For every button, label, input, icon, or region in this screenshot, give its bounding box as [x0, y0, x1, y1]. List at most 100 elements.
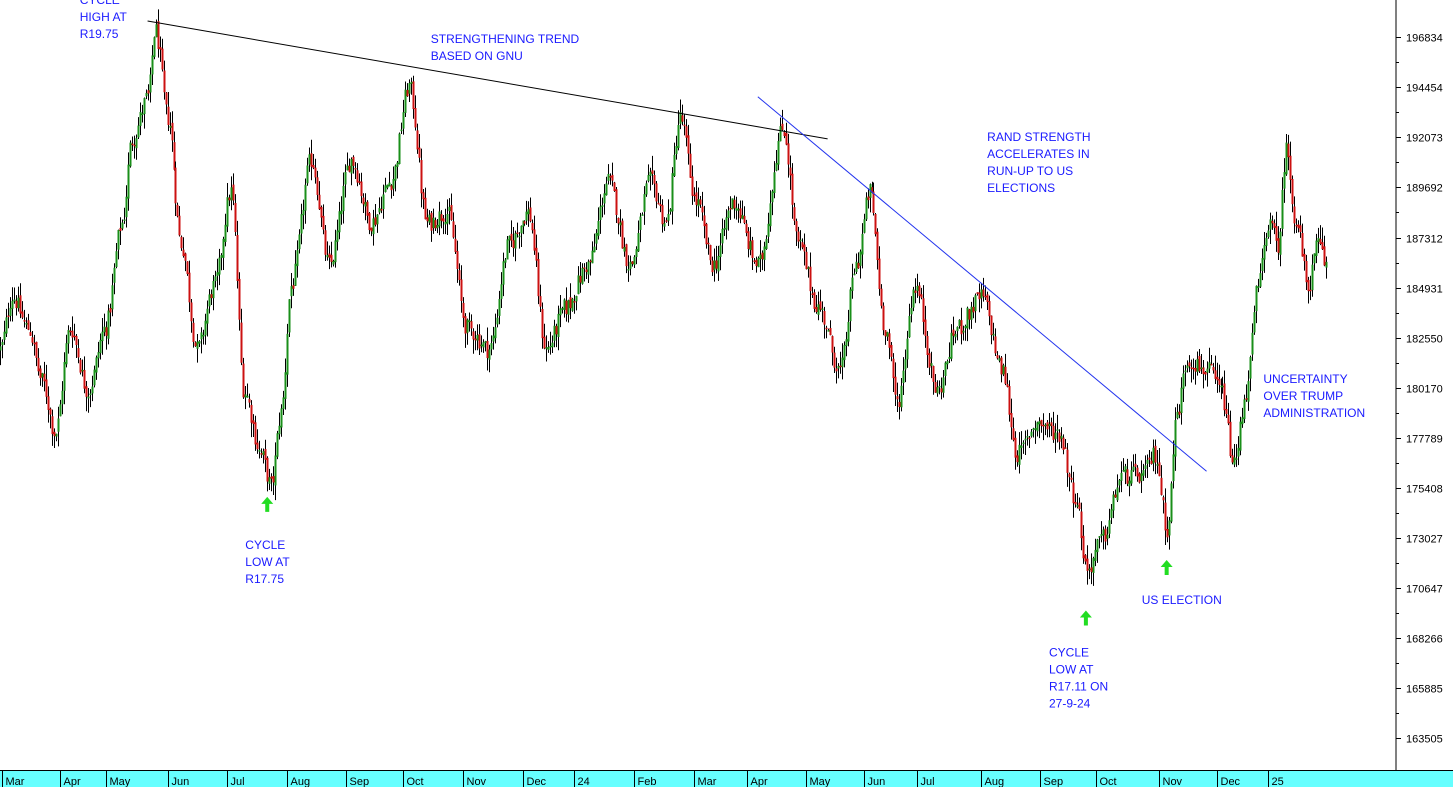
annotation-line: CYCLE — [80, 0, 120, 7]
candle-body — [332, 260, 335, 265]
candle-body — [1112, 494, 1115, 511]
candle-body — [659, 204, 662, 207]
candle-body — [697, 199, 700, 207]
candle-body — [107, 310, 110, 339]
candle-body — [476, 335, 479, 341]
candle-body — [131, 143, 134, 146]
candle-body — [1259, 273, 1262, 287]
candle-body — [757, 257, 760, 268]
candle-body — [769, 203, 772, 227]
candle-body — [577, 275, 580, 295]
candle-body — [980, 289, 983, 299]
candle-body — [430, 212, 433, 231]
candle-body — [561, 308, 564, 310]
candle-body — [1004, 366, 1007, 384]
candle-body — [874, 214, 877, 235]
candle-body — [101, 331, 104, 342]
annotation: CYCLE HIGH AT R19.75 — [80, 0, 128, 41]
candle-body — [773, 172, 776, 193]
candle-body — [218, 257, 221, 275]
candle-body — [139, 111, 142, 126]
candle-body — [360, 181, 363, 197]
candle-body — [39, 368, 42, 379]
candle-body — [555, 326, 558, 335]
candle-body — [1305, 260, 1308, 283]
candle-body — [1030, 431, 1033, 437]
candle-body — [914, 290, 917, 293]
candle-body — [1172, 454, 1175, 482]
candle-body — [33, 342, 36, 345]
candle-body — [1018, 444, 1021, 465]
candle-body — [709, 244, 712, 261]
candle-body — [603, 193, 606, 204]
candle-body — [1152, 447, 1155, 464]
candle-body — [1206, 368, 1209, 373]
candle-body — [232, 184, 235, 201]
candle-body — [454, 238, 457, 252]
candle-body — [829, 327, 832, 336]
candle-body — [1086, 558, 1089, 571]
candle-body — [739, 208, 742, 219]
annotation: CYCLE LOW AT R17.75 — [245, 538, 290, 586]
candle-body — [1241, 417, 1244, 425]
candle-body — [1128, 480, 1131, 487]
annotation-line: CYCLE — [245, 538, 285, 552]
candle-body — [553, 325, 556, 341]
candle-body — [450, 205, 453, 220]
candle-body — [362, 197, 365, 205]
candle-body — [587, 261, 590, 275]
candle-body — [1052, 425, 1055, 440]
candle-body — [1267, 230, 1270, 238]
annotation-line: STRENGTHENING TREND — [431, 32, 580, 46]
candle-body — [1309, 289, 1312, 292]
candle-body — [374, 217, 377, 225]
candle-body — [174, 167, 177, 204]
candle-body — [1022, 442, 1025, 445]
candle-body — [71, 330, 74, 338]
candle-body — [1202, 367, 1205, 375]
candle-body — [123, 219, 126, 221]
annotations-layer: CYCLE HIGH AT R19.75 STRENGTHENING TREND BAS… — [80, 0, 1365, 710]
candle-body — [579, 275, 582, 283]
candle-body — [797, 231, 800, 242]
candle-body — [643, 194, 646, 212]
candle-body — [970, 306, 973, 320]
candle-body — [442, 218, 445, 222]
annotation-line: R17.75 — [245, 572, 284, 586]
candle-body — [95, 357, 98, 373]
candle-body — [841, 357, 844, 368]
candle-body — [1100, 534, 1103, 536]
candle-body — [171, 122, 174, 141]
candle-body — [1251, 332, 1254, 355]
candle-body — [366, 201, 369, 216]
candle-body — [456, 251, 459, 270]
candle-body — [1154, 445, 1157, 463]
candle-body — [535, 247, 538, 261]
candle-body — [1012, 428, 1015, 441]
candle-body — [404, 89, 407, 113]
candle-body — [609, 176, 612, 178]
candle-body — [414, 108, 417, 128]
annotation-line: HIGH AT — [80, 10, 128, 24]
candle-body — [898, 401, 901, 407]
candle-body — [721, 228, 724, 244]
x-tick-label: Jul — [921, 776, 935, 787]
candle-body — [1102, 529, 1105, 536]
candle-body — [190, 302, 193, 322]
candle-body — [531, 222, 534, 231]
candle-body — [817, 304, 820, 315]
candle-body — [1028, 437, 1031, 440]
candle-body — [1068, 473, 1071, 478]
candle-body — [679, 112, 682, 124]
candle-body — [1243, 399, 1246, 420]
candle-body — [976, 292, 979, 294]
candle-body — [1040, 419, 1043, 426]
candle-body — [284, 372, 287, 399]
annotation-line: LOW AT — [1049, 662, 1094, 676]
candle-body — [743, 215, 746, 223]
candle-body — [306, 165, 309, 184]
candle-body — [364, 202, 367, 207]
candle-body — [236, 234, 239, 281]
candle-body — [1319, 238, 1322, 244]
candle-body — [512, 240, 515, 249]
